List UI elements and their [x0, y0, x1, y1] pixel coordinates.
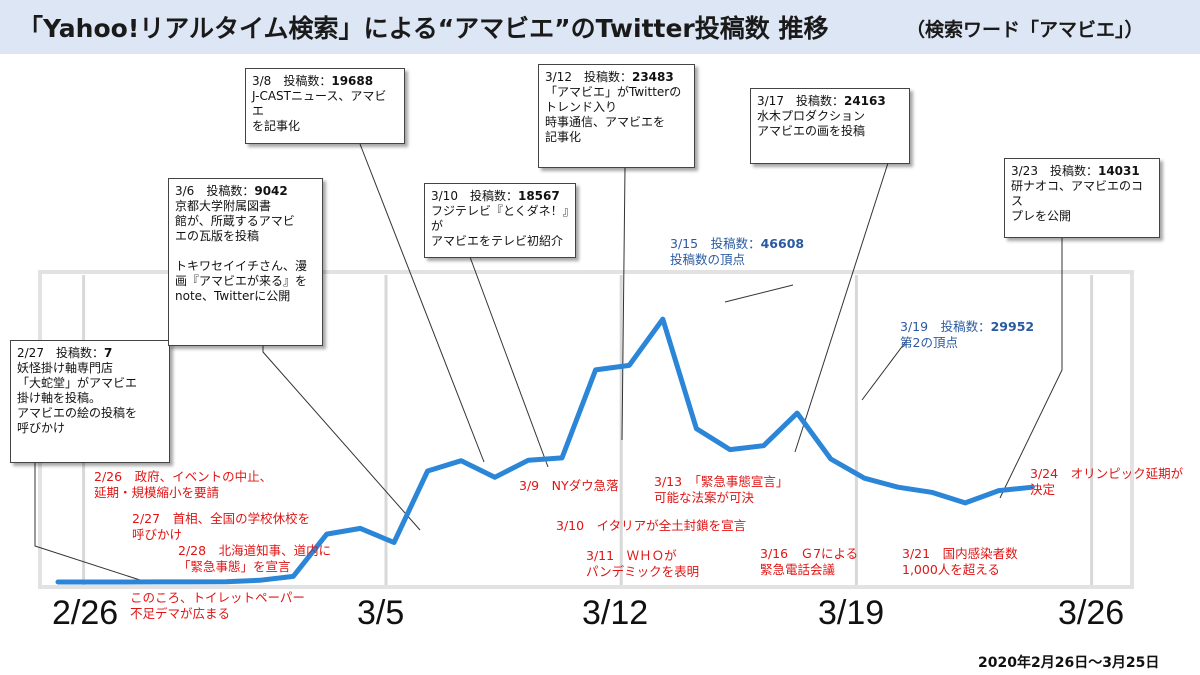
x-tick-label: 3/5 — [357, 594, 405, 632]
data-point — [660, 317, 665, 322]
data-point — [324, 532, 329, 537]
event-text: 2/26 政府、イベントの中止、 延期・規模縮小を要請 — [94, 469, 273, 500]
leader-line — [262, 346, 421, 531]
data-point — [459, 458, 464, 463]
callout-box: 3/6 投稿数：9042 京都大学附属図書 館が、所蔵するアマビ エの瓦版を投稿… — [168, 178, 323, 346]
leader-line — [794, 162, 889, 453]
x-tick-label: 3/19 — [818, 594, 885, 632]
peak-annotation: 3/15 投稿数：46608 投稿数の頂点 — [670, 236, 805, 267]
data-point — [761, 443, 766, 448]
event-text: 3/21 国内感染者数 1,000人を超える — [902, 546, 1018, 577]
callout-text: J-CASTニュース、アマビエ を記事化 — [252, 89, 387, 133]
data-point — [291, 574, 296, 579]
callout-text: 「アマビエ」がTwitterの トレンド入り 時事通信、アマビエを 記事化 — [545, 85, 682, 144]
leader-line — [34, 462, 141, 581]
data-point — [492, 475, 497, 480]
data-point — [694, 426, 699, 431]
callout-box: 3/10 投稿数：18567 フジテレビ『とくダネ！』が アマビエをテレビ初紹介 — [424, 183, 576, 258]
leader-line — [999, 238, 1063, 499]
event-text: 3/16 Ｇ7による 緊急電話会議 — [760, 546, 859, 577]
x-tick-label: 3/12 — [582, 594, 649, 632]
callout-header: 3/12 投稿数：23483 — [545, 70, 674, 84]
event-text: このころ、トイレットペーパー 不足デマが広まる — [130, 590, 305, 621]
callout-text: 妖怪掛け軸専門店 「大蛇堂」がアマビエ 掛け軸を投稿。 アマビエの絵の投稿を 呼… — [17, 361, 138, 435]
leader-line — [359, 143, 485, 463]
data-point — [1030, 485, 1035, 490]
data-point — [896, 485, 900, 490]
data-point — [795, 411, 800, 416]
callout-text: フジテレビ『とくダネ！』が アマビエをテレビ初紹介 — [431, 204, 569, 248]
title-bar — [0, 0, 1200, 54]
data-point — [929, 490, 934, 495]
data-point — [593, 367, 598, 372]
callout-header: 2/27 投稿数：7 — [17, 346, 113, 360]
leader-line — [621, 166, 626, 441]
date-range: 2020年2月26日～3月25日 — [978, 655, 1160, 671]
data-point — [425, 468, 430, 473]
callout-text: 京都大学附属図書 館が、所蔵するアマビ エの瓦版を投稿 トキワセイイチさん、漫 … — [175, 199, 308, 303]
callout-text: 水木プロダクション アマビエの画を投稿 — [757, 109, 866, 138]
callout-box: 3/17 投稿数：24163 水木プロダクション アマビエの画を投稿 — [750, 88, 910, 164]
leader-line — [724, 284, 794, 303]
event-text: 2/28 北海道知事、道内に 「緊急事態」を宣言 — [178, 543, 332, 574]
leader-line — [469, 256, 549, 468]
data-point — [862, 476, 867, 481]
data-point — [257, 578, 262, 583]
event-text: 3/13 「緊急事態宣言」 可能な法案が可決 — [654, 474, 789, 505]
leader-line — [861, 339, 908, 401]
callout-header: 3/10 投稿数：18567 — [431, 189, 560, 203]
data-point — [828, 457, 833, 462]
callout-box: 3/8 投稿数：19688 J-CASTニュース、アマビエ を記事化 — [245, 68, 405, 144]
callout-header: 3/6 投稿数：9042 — [175, 184, 288, 198]
data-point — [560, 455, 564, 460]
series-line — [55, 316, 1035, 585]
data-point — [963, 500, 968, 505]
data-point — [89, 580, 94, 584]
data-point — [996, 488, 1001, 493]
page-subtitle: （検索ワード「アマビエ」） — [906, 19, 1144, 41]
callout-header: 3/8 投稿数：19688 — [252, 74, 374, 88]
data-point — [156, 579, 161, 584]
data-point — [526, 458, 531, 463]
data-point — [728, 447, 732, 452]
data-point — [392, 540, 396, 545]
x-tick-label: 3/26 — [1058, 594, 1125, 632]
event-text: 3/11 ＷＨＯが パンデミックを表明 — [586, 548, 700, 579]
callout-box: 3/23 投稿数：14031 研ナオコ、アマビエのコス プレを公開 — [1004, 158, 1160, 238]
callout-header: 3/17 投稿数：24163 — [757, 94, 886, 108]
event-text: 3/9 NYダウ急落 — [519, 478, 619, 493]
callout-text: 研ナオコ、アマビエのコス プレを公開 — [1011, 179, 1144, 223]
data-point — [56, 580, 60, 584]
peak-annotation: 3/19 投稿数：29952 第2の頂点 — [900, 319, 1035, 350]
data-point — [190, 579, 195, 584]
event-text: 3/24 オリンピック延期が 決定 — [1030, 466, 1184, 497]
data-point — [627, 363, 632, 368]
data-point — [123, 579, 128, 584]
data-point — [358, 526, 363, 531]
event-text: 3/10 イタリアが全土封鎖を宣言 — [556, 518, 747, 533]
x-tick-label: 2/26 — [52, 594, 119, 632]
callout-box: 2/27 投稿数：7 妖怪掛け軸専門店 「大蛇堂」がアマビエ 掛け軸を投稿。 ア… — [10, 340, 170, 463]
leader-lines — [34, 143, 1063, 581]
page-title: 「Yahoo!リアルタイム検索」による“アマビエ”のTwitter投稿数 推移 — [18, 14, 829, 43]
callout-header: 3/23 投稿数：14031 — [1011, 164, 1140, 178]
data-point — [224, 579, 228, 584]
callout-box: 3/12 投稿数：23483 「アマビエ」がTwitterの トレンド入り 時事… — [538, 64, 695, 168]
event-text: 2/27 首相、全国の学校休校を 呼びかけ — [132, 511, 311, 542]
